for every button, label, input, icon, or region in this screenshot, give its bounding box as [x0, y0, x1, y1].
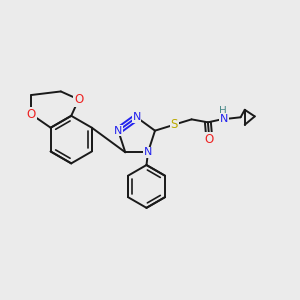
Text: O: O: [74, 93, 83, 106]
Text: S: S: [171, 118, 178, 131]
Text: N: N: [114, 126, 122, 136]
Text: N: N: [144, 147, 152, 157]
Text: H: H: [220, 106, 227, 116]
Text: N: N: [132, 112, 141, 122]
Text: O: O: [27, 108, 36, 121]
Text: O: O: [205, 133, 214, 146]
Text: N: N: [220, 114, 228, 124]
